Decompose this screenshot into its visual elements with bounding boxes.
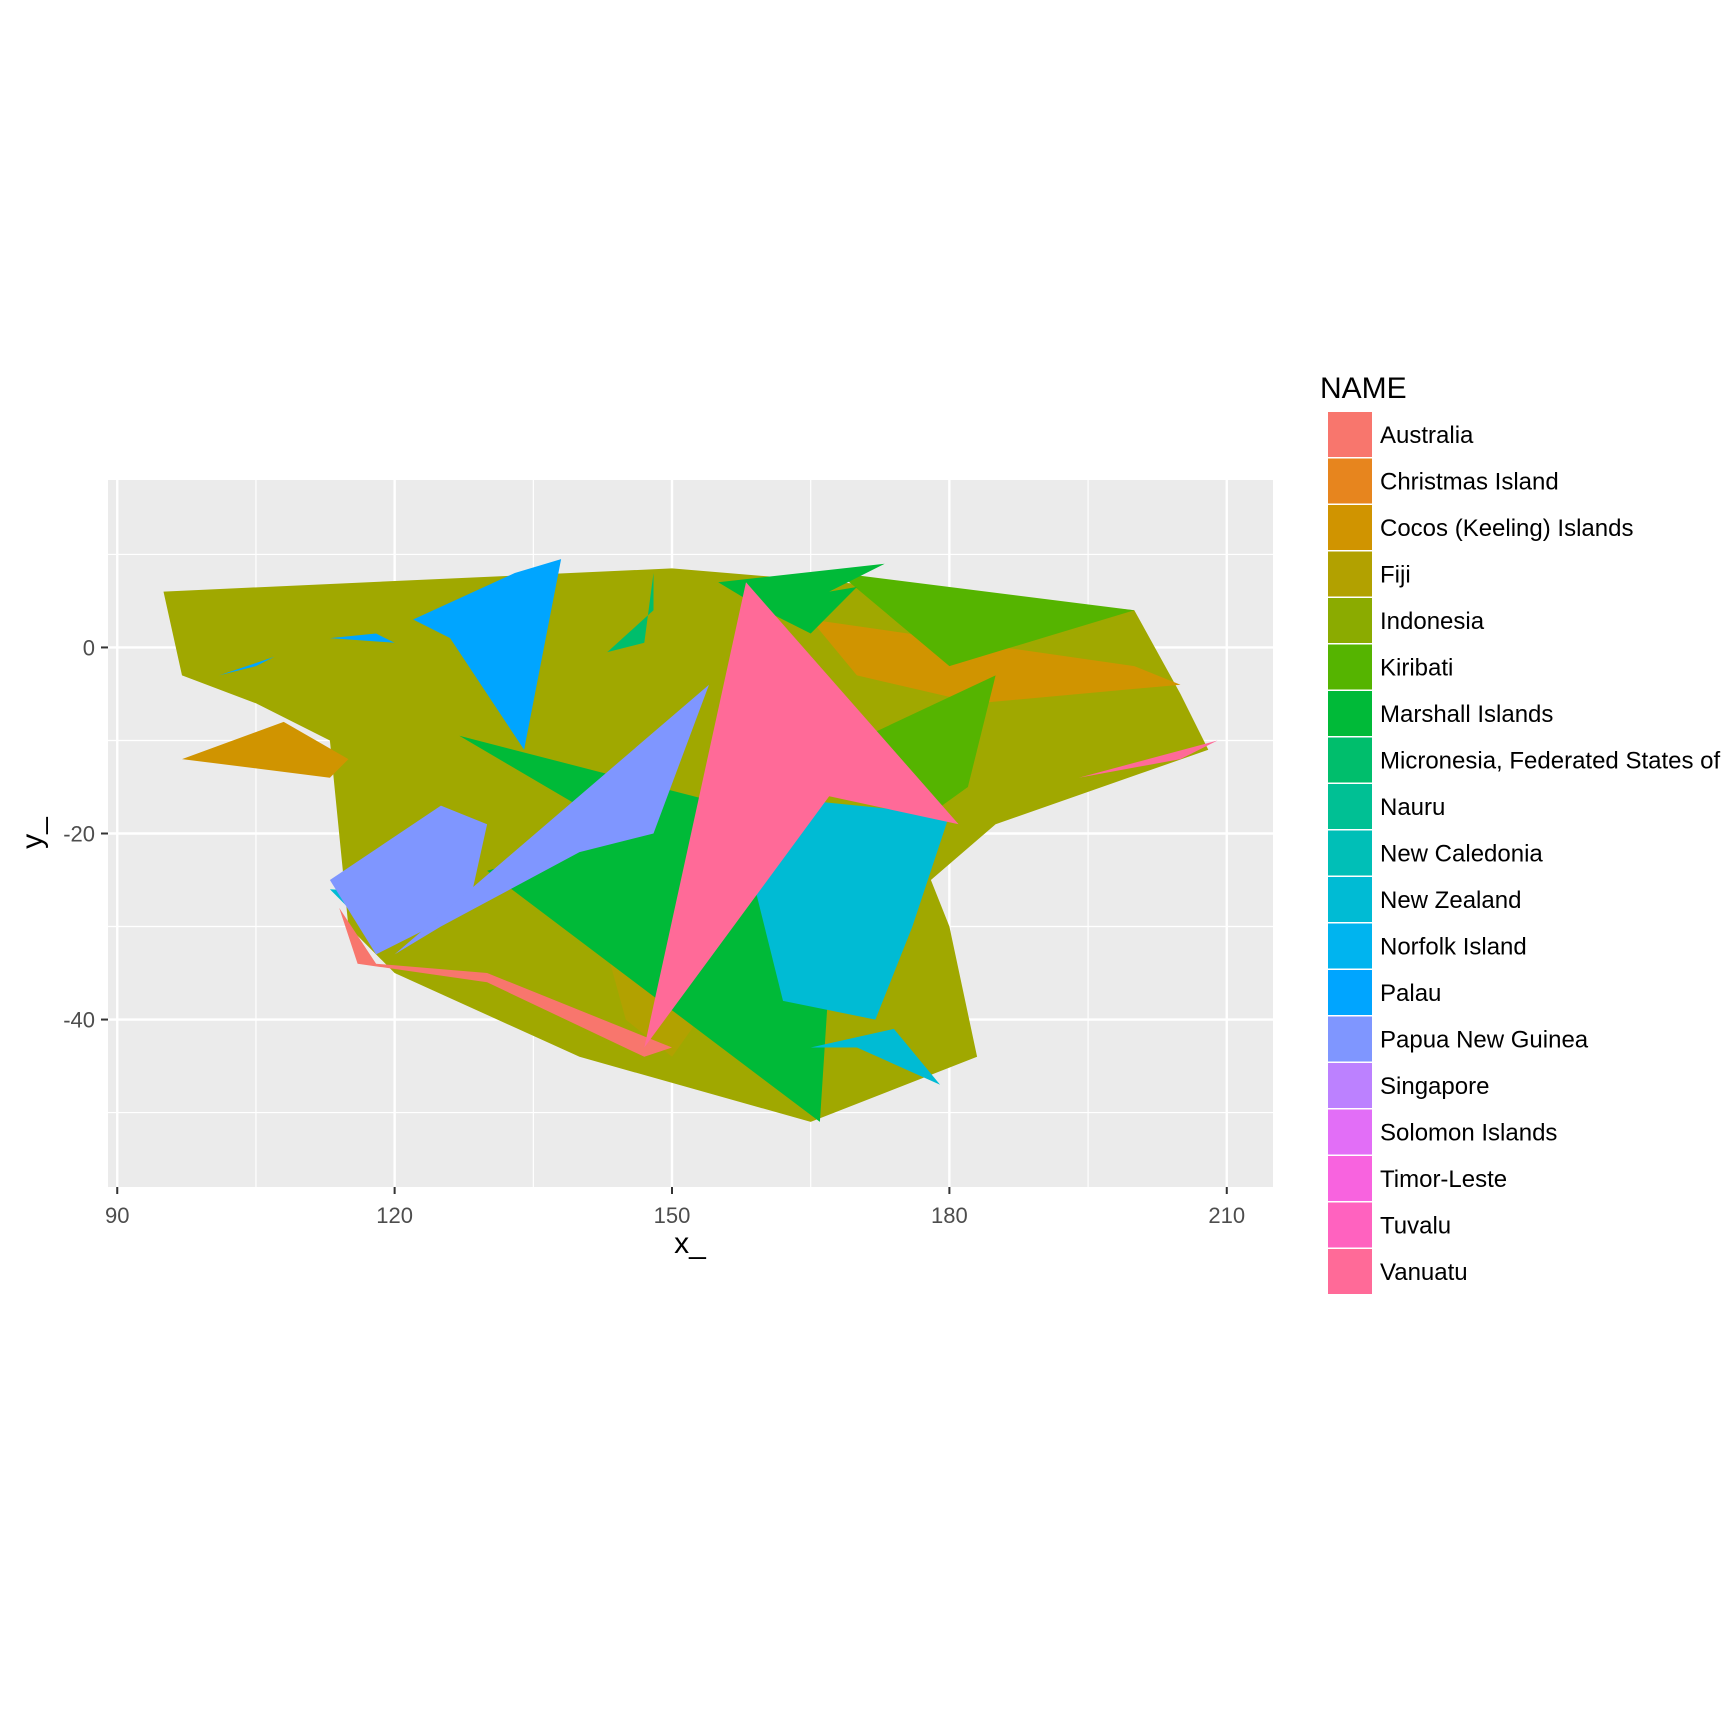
legend-key <box>1328 644 1372 690</box>
polygon-palau <box>413 559 562 750</box>
y-tick-label: -40 <box>63 1008 95 1033</box>
polygon-new-zealand <box>810 1028 941 1085</box>
legend-key <box>1328 1109 1372 1155</box>
legend-key <box>1328 598 1372 643</box>
polygon-vanuatu <box>1078 740 1218 778</box>
y-axis-title: y_ <box>16 816 49 849</box>
legend-key <box>1328 551 1372 597</box>
polygon-cocos-keeling-islands <box>810 619 1181 704</box>
axis-ticks <box>101 646 1228 1194</box>
legend-label: Christmas Island <box>1380 469 1559 496</box>
legend-label: New Caledonia <box>1380 841 1543 868</box>
legend-key <box>1328 830 1372 876</box>
polygon-papua-new-guinea <box>394 684 709 955</box>
legend-label: Marshall Islands <box>1380 701 1553 728</box>
legend-label: Fiji <box>1380 562 1411 589</box>
legend-label: Palau <box>1380 980 1441 1007</box>
polygon-kiribati <box>838 573 1135 667</box>
polygon-australia <box>339 907 672 1057</box>
legend-label: Indonesia <box>1380 608 1485 635</box>
x-tick-label: 150 <box>654 1203 691 1228</box>
polygon-vanuatu <box>644 582 959 1048</box>
legend-key <box>1328 737 1372 783</box>
x-tick-label: 180 <box>931 1203 968 1228</box>
legend-key <box>1328 784 1372 829</box>
legend-label: Singapore <box>1380 1073 1489 1100</box>
legend-label: Tuvalu <box>1380 1213 1451 1240</box>
x-tick-label: 90 <box>105 1203 129 1228</box>
legend-label: Solomon Islands <box>1380 1120 1557 1147</box>
polygon-micronesia-federated-states-of <box>607 573 654 653</box>
legend-label: Kiribati <box>1380 655 1453 682</box>
legend-label: Timor-Leste <box>1380 1166 1507 1193</box>
y-tick-label: 0 <box>83 635 95 660</box>
legend-title: NAME <box>1320 372 1407 405</box>
legend-key <box>1328 1063 1372 1108</box>
polygon-palau <box>219 656 275 676</box>
legend-label: New Zealand <box>1380 887 1521 914</box>
legend-label: Norfolk Island <box>1380 934 1527 961</box>
legend-label: Vanuatu <box>1380 1259 1468 1286</box>
legend-key <box>1328 458 1372 504</box>
x-tick-label: 210 <box>1208 1203 1245 1228</box>
legend-key <box>1328 412 1372 457</box>
legend-key <box>1328 970 1372 1015</box>
polygon-cocos-keeling-islands <box>182 721 349 778</box>
legend-key <box>1328 1016 1372 1062</box>
legend-key <box>1328 923 1372 969</box>
polygon-marshall-islands <box>718 563 885 634</box>
legend-label: Papua New Guinea <box>1380 1027 1589 1054</box>
y-tick-labels: 0 -20 -40 <box>63 635 95 1032</box>
legend-label: Micronesia, Federated States of <box>1380 748 1721 775</box>
legend-key <box>1328 1249 1372 1294</box>
y-tick-label: -20 <box>63 822 95 847</box>
polygon-palau <box>329 633 395 643</box>
data-polygons <box>163 559 1218 1122</box>
x-axis-title: x_ <box>674 1227 707 1260</box>
legend-key <box>1328 1202 1372 1248</box>
x-tick-labels: 90 120 150 180 210 <box>105 1203 1245 1228</box>
legend-key <box>1328 691 1372 736</box>
legend-key <box>1328 877 1372 922</box>
legend-entries: Australia Christmas Island Cocos (Keeling)… <box>1328 412 1721 1294</box>
legend-key <box>1328 505 1372 550</box>
legend-key <box>1328 1156 1372 1201</box>
legend-label: Cocos (Keeling) Islands <box>1380 515 1633 542</box>
legend-label: Australia <box>1380 422 1474 449</box>
polygon-new-zealand <box>746 796 950 1020</box>
legend: NAME Australia Christmas Island Cocos (Kee… <box>1320 372 1721 1294</box>
legend-label: Nauru <box>1380 794 1445 821</box>
x-tick-label: 120 <box>376 1203 413 1228</box>
